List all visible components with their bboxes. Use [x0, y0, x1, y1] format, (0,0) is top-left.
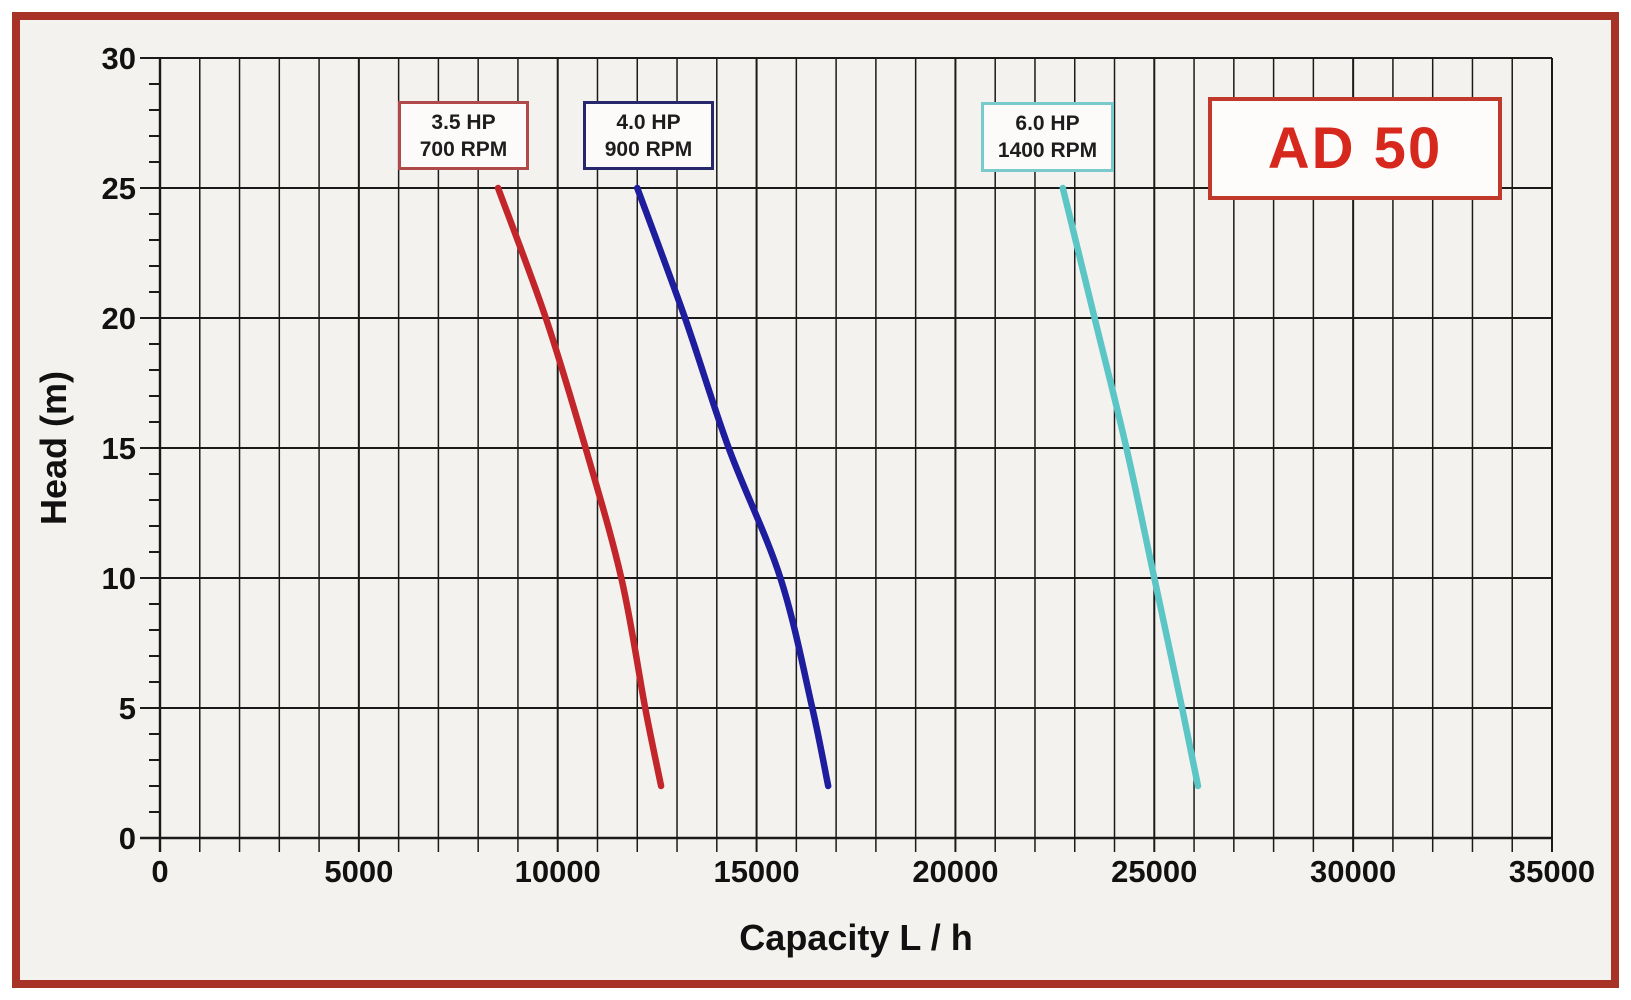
y-tick-label: 0	[119, 821, 136, 856]
y-tick-label: 25	[102, 171, 136, 206]
series-label-box-6-0hp: 6.0 HP 1400 RPM	[981, 102, 1114, 172]
x-tick-label: 25000	[1111, 854, 1197, 889]
x-tick-label: 30000	[1310, 854, 1396, 889]
y-tick-label: 10	[102, 561, 136, 596]
x-tick-label: 35000	[1509, 854, 1595, 889]
y-tick-label: 5	[119, 691, 136, 726]
series-label-rpm: 900 RPM	[604, 137, 693, 161]
x-tick-label: 5000	[324, 854, 393, 889]
series-label-hp: 6.0 HP	[1015, 112, 1080, 135]
x-axis-title: Capacity L / h	[739, 917, 972, 958]
series-label-box-4-0hp: 4.0 HP 900 RPM	[583, 101, 714, 170]
y-axis-title: Head (m)	[33, 371, 74, 525]
x-gridlines	[158, 58, 1553, 852]
y-tick-label: 30	[102, 41, 136, 76]
x-tick-label: 0	[151, 854, 168, 889]
model-name: AD 50	[1267, 116, 1443, 181]
y-gridlines	[140, 57, 1552, 840]
series-label-hp: 3.5 HP	[431, 110, 496, 134]
y-tick-label: 20	[102, 301, 136, 336]
curve-4-0-hp-900-rpm	[634, 184, 832, 790]
model-badge: AD 50	[1208, 97, 1502, 200]
series-label-rpm: 1400 RPM	[997, 139, 1098, 162]
x-tick-label: 20000	[912, 854, 998, 889]
series-label-hp: 4.0 HP	[616, 110, 681, 134]
series-label-rpm: 700 RPM	[419, 137, 508, 161]
y-minor-ticks	[149, 83, 160, 813]
y-tick-label: 15	[102, 431, 136, 466]
x-tick-label: 15000	[713, 854, 799, 889]
curve-6-0-hp-1400-rpm	[1059, 184, 1202, 790]
curve-3-5-hp-700-rpm	[494, 184, 665, 790]
series-label-box-3-5hp: 3.5 HP 700 RPM	[398, 101, 529, 170]
x-tick-label: 10000	[515, 854, 601, 889]
